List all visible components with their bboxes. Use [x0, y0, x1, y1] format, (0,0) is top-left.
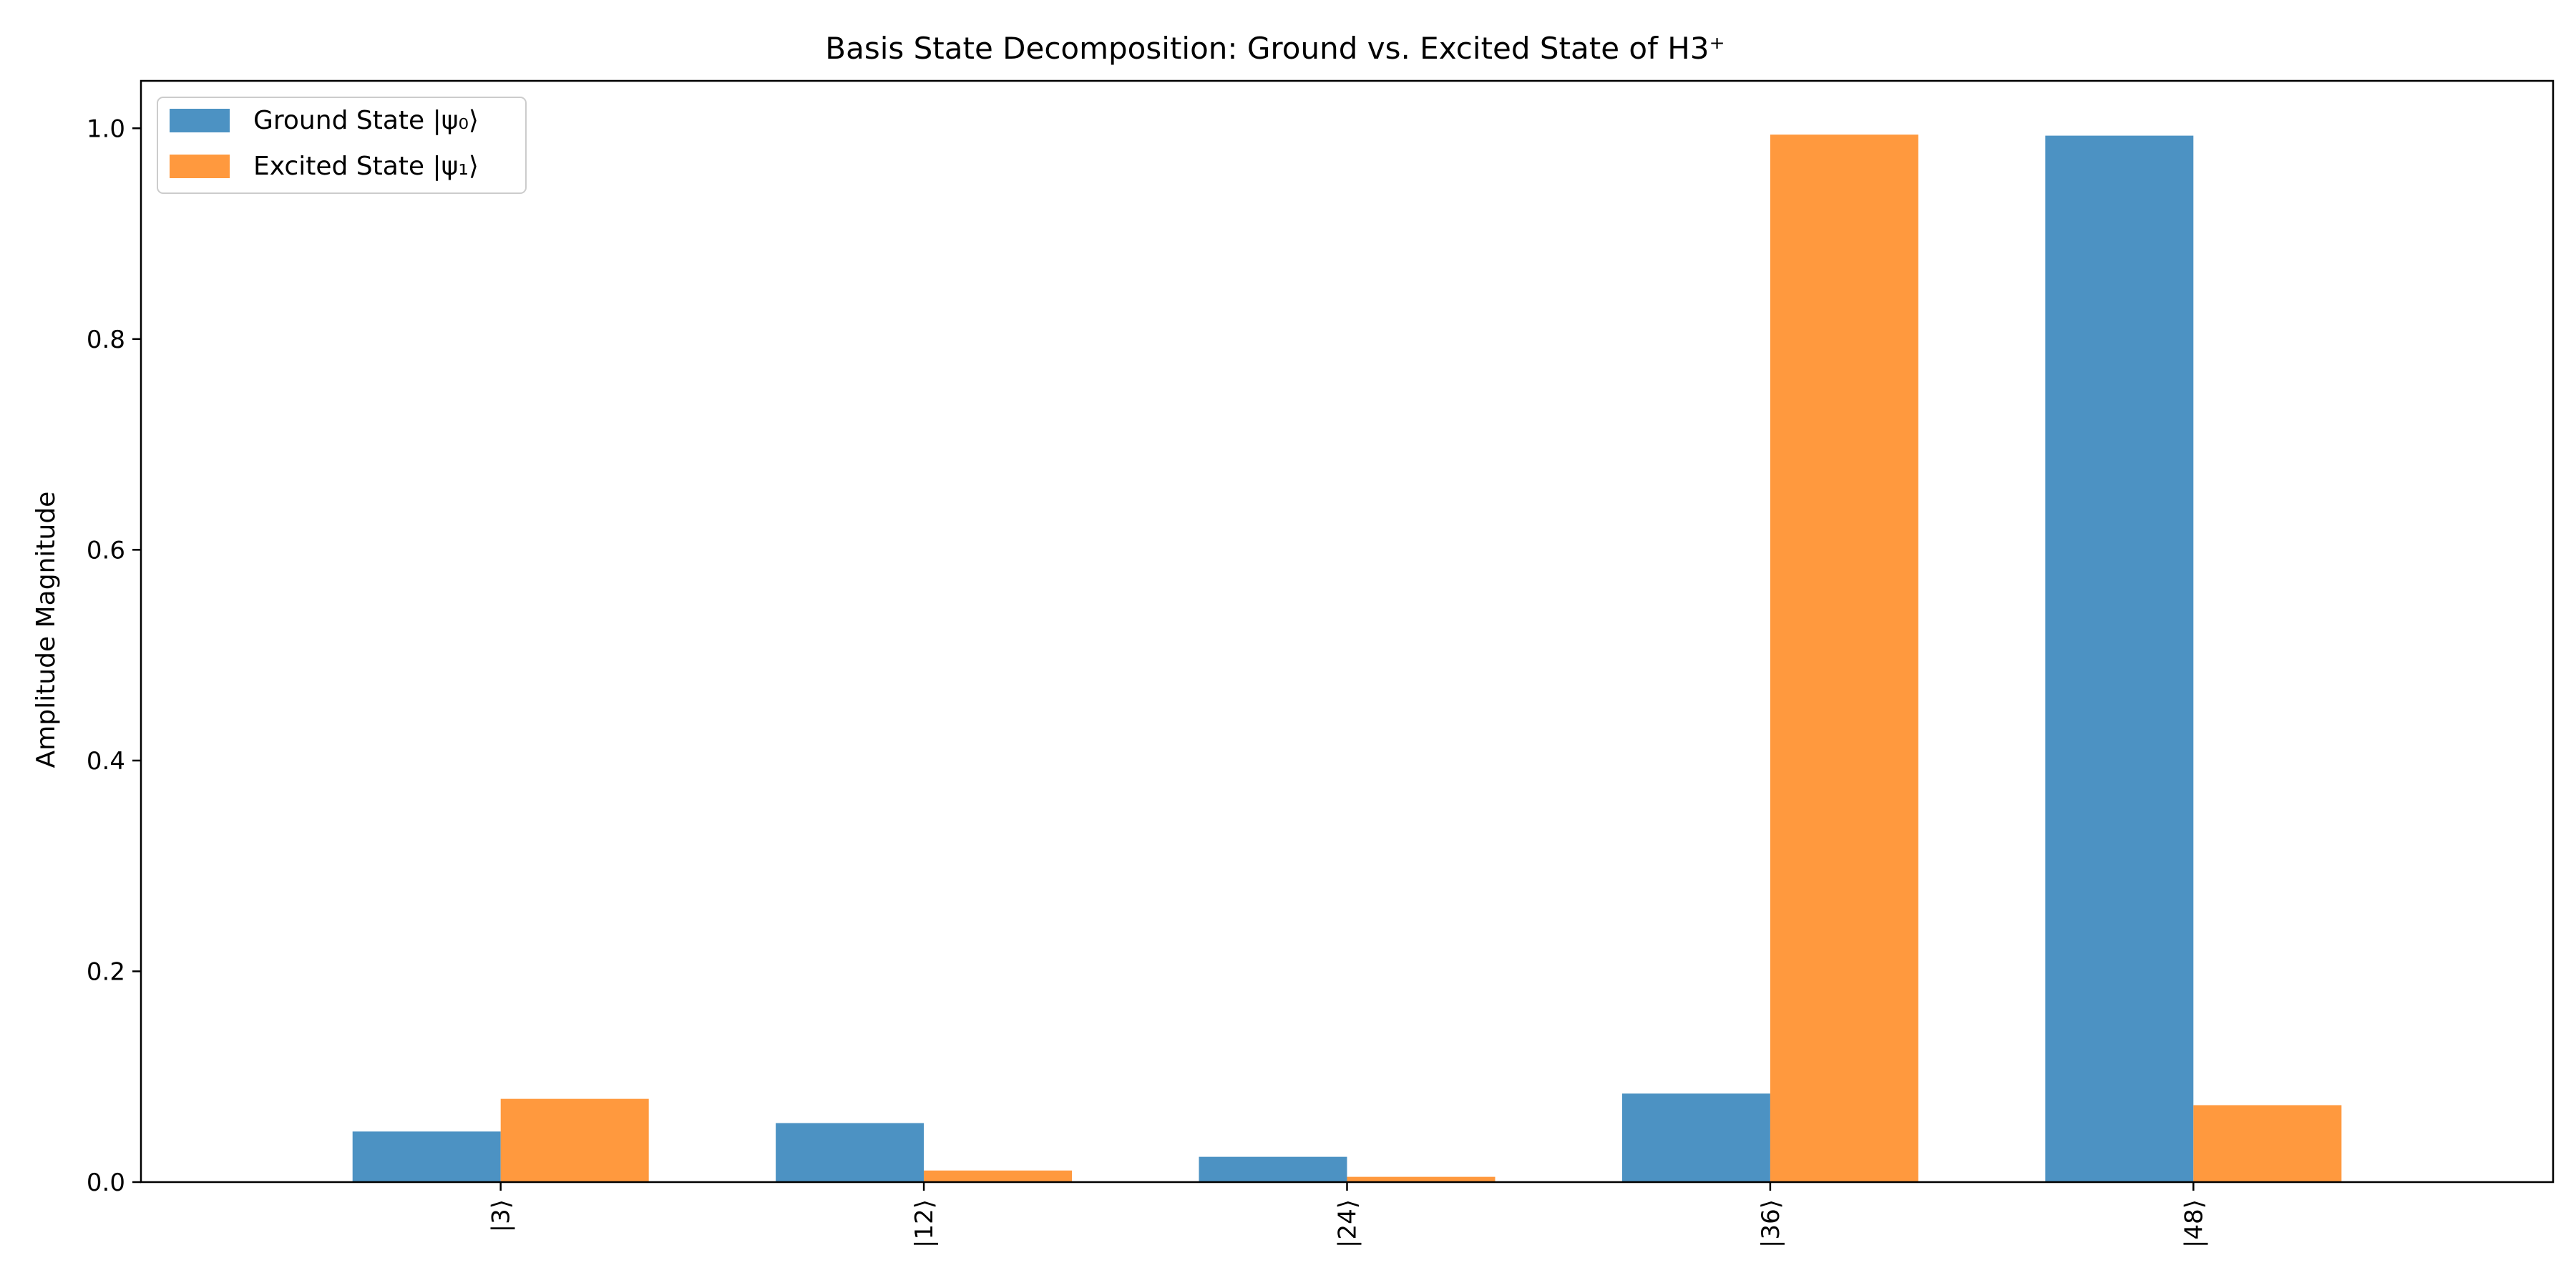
x-tick-label: |3⟩ [487, 1199, 516, 1232]
legend-frame [157, 97, 527, 194]
x-tick-label: |48⟩ [2180, 1199, 2208, 1248]
legend-label: Ground State |ψ₀⟩ [253, 106, 479, 135]
plot-frame [140, 79, 2555, 1184]
y-tick-label: 0.2 [87, 957, 125, 986]
bar-excited-2 [1347, 1176, 1496, 1182]
y-tick-label: 1.0 [87, 114, 125, 143]
bar-excited-3 [1770, 135, 1918, 1182]
bar-excited-4 [2193, 1105, 2342, 1182]
y-tick-label: 0.6 [87, 536, 125, 565]
y-tick-label: 0.4 [87, 747, 125, 776]
y-tick-label: 0.0 [87, 1169, 125, 1197]
x-tick-label: |12⟩ [910, 1199, 939, 1248]
y-axis-label: Amplitude Magnitude [31, 492, 61, 769]
legend: Ground State |ψ₀⟩ Excited State |ψ₁⟩ [157, 97, 527, 194]
chart-title: Basis State Decomposition: Ground vs. Ex… [825, 31, 1724, 66]
bar-excited-1 [924, 1170, 1073, 1182]
bar-ground-3 [1621, 1093, 1770, 1182]
legend-label: Excited State |ψ₁⟩ [253, 152, 479, 181]
y-ticks: 0.0 0.2 0.4 0.6 0.8 1.0 [87, 114, 141, 1197]
x-tick-label: |36⟩ [1757, 1199, 1785, 1248]
legend-swatch [170, 155, 230, 178]
bar-ground-4 [2045, 135, 2194, 1183]
x-tick-label: |24⟩ [1334, 1199, 1362, 1248]
bar-ground-1 [776, 1123, 924, 1182]
legend-swatch [170, 109, 230, 132]
bar-excited-0 [500, 1098, 649, 1182]
bar-ground-2 [1199, 1156, 1347, 1182]
bars-group [352, 135, 2342, 1183]
x-ticks: |3⟩ |12⟩ |24⟩ |36⟩ |48⟩ [487, 1182, 2208, 1248]
y-tick-label: 0.8 [87, 326, 125, 354]
bar-ground-0 [352, 1131, 501, 1182]
